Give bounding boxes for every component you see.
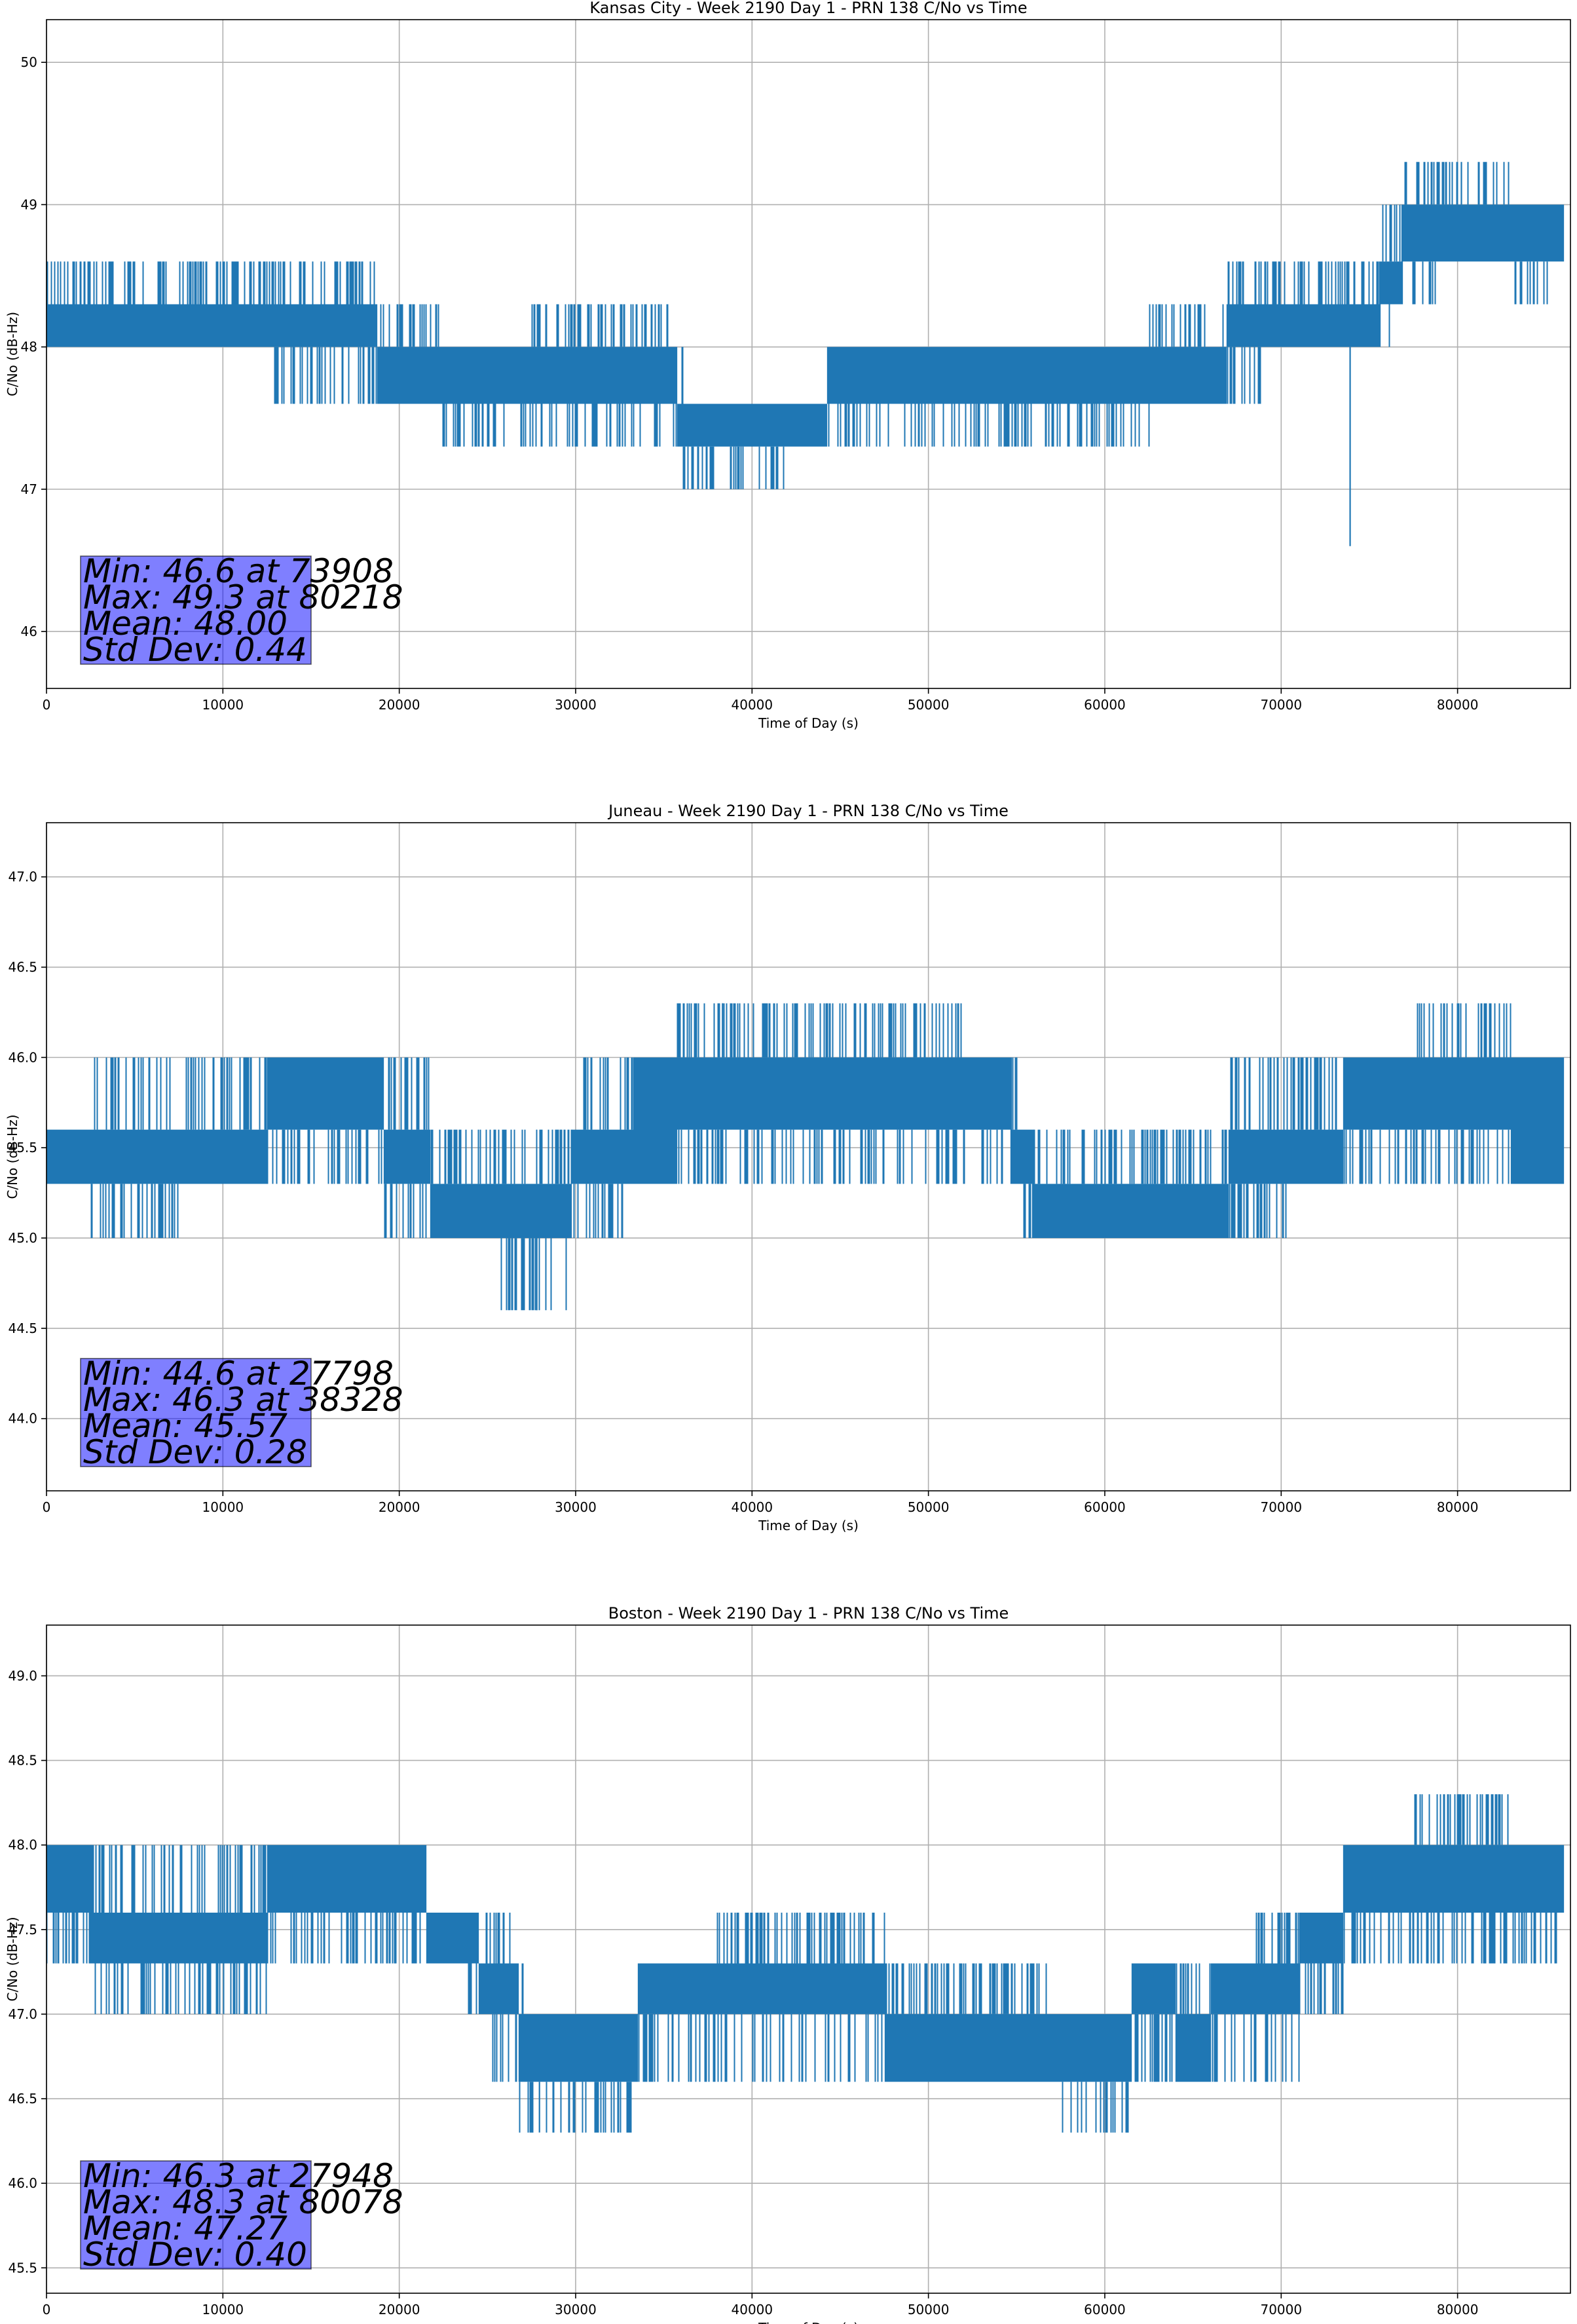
x-tick-label: 60000 bbox=[1084, 1499, 1126, 1515]
y-tick-label: 48.0 bbox=[8, 1837, 37, 1853]
stats-box-background bbox=[80, 2160, 312, 2270]
stats-std-dev: Std Dev: 0.44 bbox=[83, 631, 307, 669]
y-tick-label: 49 bbox=[21, 197, 37, 212]
stats-min: Min: 46.3 at 27948 bbox=[83, 2157, 394, 2195]
y-tick-label: 47.0 bbox=[8, 2006, 37, 2022]
x-tick-label: 60000 bbox=[1084, 2302, 1126, 2317]
stats-max: Max: 46.3 at 38328 bbox=[83, 1381, 403, 1419]
axes-frame bbox=[46, 19, 1571, 689]
x-tick-label: 30000 bbox=[555, 697, 597, 713]
x-tick-label: 20000 bbox=[379, 2302, 420, 2317]
x-tick-label: 80000 bbox=[1437, 2302, 1479, 2317]
y-tick-label: 46.0 bbox=[8, 1049, 37, 1065]
y-tick-label: 47.5 bbox=[8, 1922, 37, 1938]
y-tick-label: 50 bbox=[21, 54, 37, 70]
series-line bbox=[46, 1003, 1565, 1311]
stats-mean: Mean: 48.00 bbox=[83, 605, 288, 643]
y-tick-label: 44.0 bbox=[8, 1411, 37, 1427]
grid bbox=[46, 20, 1570, 688]
y-tick-label: 47.0 bbox=[8, 869, 37, 885]
y-tick-label: 49.0 bbox=[8, 1668, 37, 1683]
stats-mean: Mean: 45.57 bbox=[83, 1407, 288, 1445]
stats-max: Max: 48.3 at 80078 bbox=[83, 2183, 403, 2221]
x-tick-label: 70000 bbox=[1260, 697, 1302, 713]
stats-box-background bbox=[80, 555, 312, 665]
x-tick-label: 30000 bbox=[555, 2302, 597, 2317]
y-tick-label: 46 bbox=[21, 624, 37, 639]
x-tick-label: 50000 bbox=[908, 2302, 950, 2317]
stats-min: Min: 46.6 at 73908 bbox=[83, 552, 394, 590]
x-tick-label: 10000 bbox=[202, 2302, 244, 2317]
stats-box-background bbox=[80, 1358, 312, 1467]
chart-title: Juneau - Week 2190 Day 1 - PRN 138 C/No … bbox=[607, 802, 1009, 820]
x-tick-label: 10000 bbox=[202, 697, 244, 713]
series-line bbox=[46, 162, 1565, 546]
axes-frame bbox=[46, 1624, 1571, 2294]
x-tick-label: 70000 bbox=[1260, 1499, 1302, 1515]
x-tick-label: 50000 bbox=[908, 697, 950, 713]
y-tick-label: 45.5 bbox=[8, 1140, 37, 1155]
x-tick-label: 0 bbox=[43, 1499, 51, 1515]
y-tick-label: 46.5 bbox=[8, 2091, 37, 2107]
x-tick-label: 0 bbox=[43, 697, 51, 713]
x-axis-label: Time of Day (s) bbox=[758, 1518, 859, 1533]
y-tick-label: 48.5 bbox=[8, 1753, 37, 1769]
stats-std-dev: Std Dev: 0.28 bbox=[83, 1433, 307, 1471]
y-tick-label: 47 bbox=[21, 481, 37, 497]
y-tick-label: 48 bbox=[21, 339, 37, 355]
stats-mean: Mean: 47.27 bbox=[83, 2209, 288, 2247]
chart-title: Boston - Week 2190 Day 1 - PRN 138 C/No … bbox=[608, 1604, 1009, 1622]
x-tick-label: 80000 bbox=[1437, 1499, 1479, 1515]
x-tick-label: 50000 bbox=[908, 1499, 950, 1515]
y-tick-label: 46.5 bbox=[8, 960, 37, 975]
x-tick-label: 60000 bbox=[1084, 697, 1126, 713]
axes-frame bbox=[46, 822, 1571, 1491]
x-tick-label: 20000 bbox=[379, 697, 420, 713]
x-tick-label: 40000 bbox=[732, 1499, 773, 1515]
x-tick-label: 0 bbox=[43, 2302, 51, 2317]
x-tick-label: 30000 bbox=[555, 1499, 597, 1515]
x-tick-label: 40000 bbox=[732, 2302, 773, 2317]
x-tick-label: 20000 bbox=[379, 1499, 420, 1515]
chart-panel-1: 0 10000 20000 30000 40000 50000 60000 70000 8000… bbox=[5, 0, 1571, 731]
y-tick-label: 45.0 bbox=[8, 1230, 37, 1246]
y-axis-label: C/No (dB-Hz) bbox=[5, 1114, 20, 1199]
y-tick-label: 44.5 bbox=[8, 1321, 37, 1336]
x-tick-label: 80000 bbox=[1437, 697, 1479, 713]
y-tick-label: 46.0 bbox=[8, 2175, 37, 2191]
y-axis-label: C/No (dB-Hz) bbox=[5, 312, 20, 396]
y-axis-label: C/No (dB-Hz) bbox=[5, 1917, 20, 2001]
x-axis-label: Time of Day (s) bbox=[758, 2320, 859, 2324]
stats-min: Min: 44.6 at 27798 bbox=[83, 1355, 394, 1393]
x-axis-label: Time of Day (s) bbox=[758, 715, 859, 731]
y-tick-label: 45.5 bbox=[8, 2260, 37, 2276]
x-tick-label: 70000 bbox=[1260, 2302, 1302, 2317]
x-tick-label: 40000 bbox=[732, 697, 773, 713]
chart-panel-2: 0 10000 20000 30000 40000 50000 60000 70000 8000… bbox=[5, 802, 1571, 1533]
x-tick-label: 10000 bbox=[202, 1499, 244, 1515]
stats-std-dev: Std Dev: 0.40 bbox=[83, 2236, 307, 2274]
stats-max: Max: 49.3 at 80218 bbox=[83, 578, 403, 616]
chart-panel-3: 0 10000 20000 30000 40000 50000 60000 70000 8000… bbox=[5, 1604, 1571, 2324]
chart-title: Kansas City - Week 2190 Day 1 - PRN 138 … bbox=[589, 0, 1027, 17]
